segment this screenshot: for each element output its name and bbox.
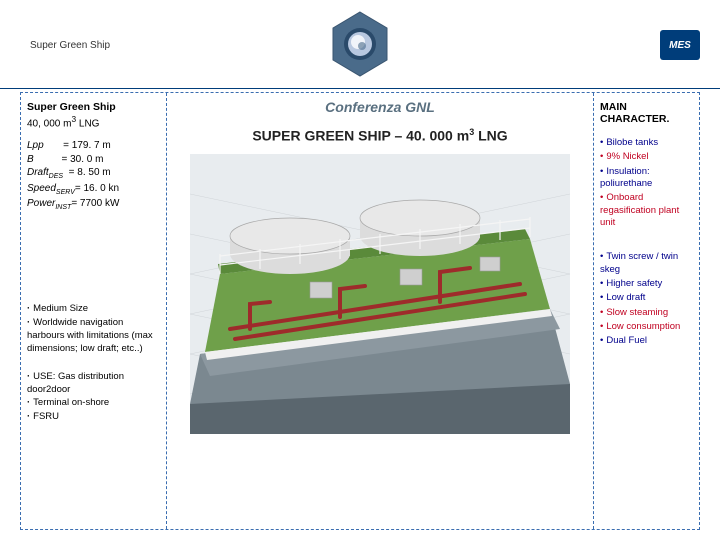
header: Super Green Ship MES	[0, 0, 720, 90]
right-list-2: Twin screw / twin skeg Higher safety Low d…	[600, 251, 693, 347]
list-item: Worldwide navigation harbours with limit…	[27, 317, 160, 355]
ship-render	[190, 154, 570, 434]
list-item: Bilobe tanks	[600, 137, 693, 149]
left-title: Super Green Ship	[27, 101, 160, 113]
ship-title: SUPER GREEN SHIP – 40. 000 m3 LNG	[171, 127, 589, 144]
mes-logo-text: MES	[669, 40, 691, 51]
spec-row: SpeedSERV= 16. 0 kn	[27, 182, 160, 197]
left-bullets-1: Medium Size Worldwide navigation harbour…	[27, 303, 160, 356]
list-item: Slow steaming	[600, 307, 693, 319]
list-item: Twin screw / twin skeg	[600, 251, 693, 276]
spec-row: PowerINST= 7700 kW	[27, 197, 160, 212]
center-column: Conferenza GNL SUPER GREEN SHIP – 40. 00…	[166, 93, 594, 529]
left-subtitle: 40, 000 m3 LNG	[27, 114, 160, 129]
list-item: Onboard regasification plant unit	[600, 192, 693, 229]
left-column: Super Green Ship 40, 000 m3 LNG Lpp = 17…	[21, 93, 166, 529]
list-item: 9% Nickel	[600, 151, 693, 163]
spec-list: Lpp = 179. 7 m B = 30. 0 m DraftDES = 8.…	[27, 139, 160, 212]
spec-row: DraftDES = 8. 50 m	[27, 166, 160, 181]
list-item: Dual Fuel	[600, 335, 693, 347]
center-logo-icon	[329, 10, 391, 80]
list-item: Low consumption	[600, 321, 693, 333]
list-item: Insulation: poliurethane	[600, 166, 693, 191]
list-item: Terminal on-shore	[27, 396, 160, 409]
header-divider	[0, 88, 720, 89]
spec-row: B = 30. 0 m	[27, 153, 160, 167]
list-item: Medium Size	[27, 303, 160, 316]
list-item: FSRU	[27, 410, 160, 423]
right-column: MAIN CHARACTER. Bilobe tanks 9% Nickel Ins…	[594, 93, 699, 529]
mes-logo: MES	[660, 30, 700, 60]
spec-row: Lpp = 179. 7 m	[27, 139, 160, 153]
content-frame: Super Green Ship 40, 000 m3 LNG Lpp = 17…	[20, 92, 700, 530]
right-list-1: Bilobe tanks 9% Nickel Insulation: poliure…	[600, 137, 693, 229]
right-title: MAIN CHARACTER.	[600, 101, 693, 125]
list-item: Low draft	[600, 292, 693, 304]
list-item: USE: Gas distribution door2door	[27, 370, 160, 397]
page-header-title: Super Green Ship	[30, 40, 110, 51]
list-item: Higher safety	[600, 278, 693, 290]
conference-label: Conferenza GNL	[171, 99, 589, 115]
left-bullets-2: USE: Gas distribution door2door Terminal…	[27, 370, 160, 423]
ship-render-svg	[190, 154, 570, 434]
